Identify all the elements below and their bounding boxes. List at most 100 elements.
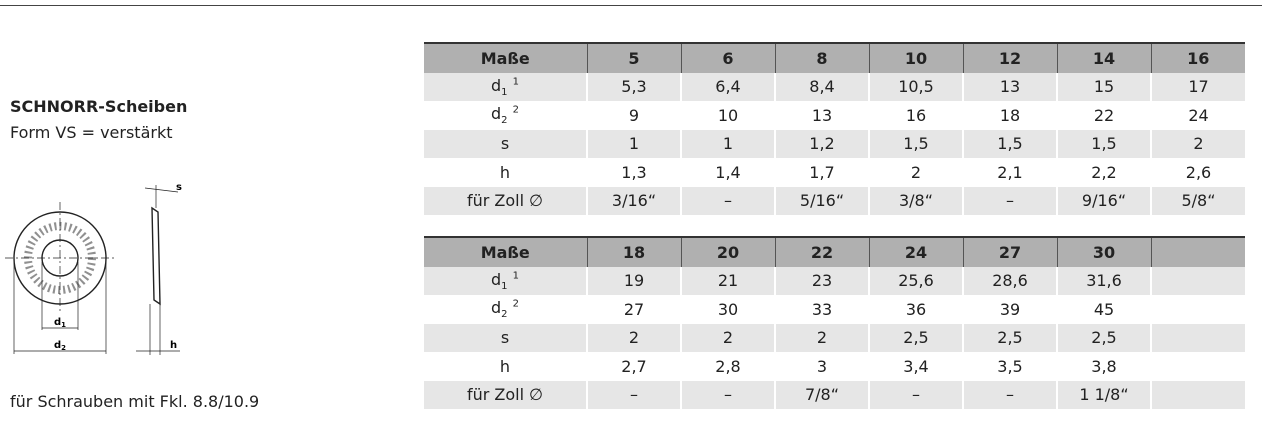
cell: 8,4 [774,72,869,101]
cell: 36 [868,295,963,324]
note: für Schrauben mit Fkl. 8.8/10.9 [10,392,260,411]
cell: 10,5 [868,72,963,101]
label-sup: 1 [512,270,519,282]
header-cell: 14 [1056,43,1151,73]
cell: 2,8 [680,352,775,381]
header-cell: 30 [1056,237,1151,267]
cell: 31,6 [1056,266,1151,295]
header-cell: 6 [680,43,775,73]
label-base: d [491,75,502,95]
cell: 6,4 [680,72,775,101]
row-label: d1 1 [424,72,587,101]
cell: 5/8“ [1150,186,1245,215]
cell: 33 [774,295,869,324]
cell: 3,4 [868,352,963,381]
header-cell: 12 [962,43,1057,73]
cell [1150,380,1245,409]
row-label: d1 1 [424,266,587,295]
cell: 2 [868,158,963,187]
header-cell: 10 [868,43,963,73]
cell: 17 [1150,72,1245,101]
cell: 5,3 [586,72,681,101]
cell: 23 [774,266,869,295]
cell: 3,8 [1056,352,1151,381]
cell: 2,5 [868,323,963,352]
data-row: d1 1 19 21 23 25,6 28,6 31,6 [424,266,1245,295]
data-row: h 2,7 2,8 3 3,4 3,5 3,8 [424,352,1245,381]
label-base: h [499,356,511,376]
cell: 3/8“ [868,186,963,215]
row-label: für Zoll ∅ [424,380,587,409]
cell: 1 1/8“ [1056,380,1151,409]
header-row: Maße 5 6 8 10 12 14 16 [424,43,1245,73]
label-base: s [500,134,510,154]
cell: 1,2 [774,129,869,158]
cell: 27 [586,295,681,324]
cell: 7/8“ [774,380,869,409]
cell: 1,5 [962,129,1057,158]
label-sup: 1 [512,76,519,88]
cell: 1,5 [868,129,963,158]
cell: 30 [680,295,775,324]
header-cell: 27 [962,237,1057,267]
cell: 2,6 [1150,158,1245,187]
cell: 1,3 [586,158,681,187]
row-label: s [424,323,587,352]
subtitle: Form VS = verstärkt [10,123,173,142]
cell: 2 [774,323,869,352]
cell: 25,6 [868,266,963,295]
label-sub: 2 [501,309,508,321]
header-row: Maße 18 20 22 24 27 30 [424,237,1245,267]
cell: 1 [586,129,681,158]
cell: 45 [1056,295,1151,324]
header-cell [1150,237,1245,267]
cell: 9/16“ [1056,186,1151,215]
cell [1150,352,1245,381]
header-cell: 8 [774,43,869,73]
cell: 28,6 [962,266,1057,295]
cell: 2 [1150,129,1245,158]
row-label: d2 2 [424,295,587,324]
cell: 2,1 [962,158,1057,187]
cell: 3 [774,352,869,381]
header-cell: 20 [680,237,775,267]
label-base: für Zoll ∅ [466,191,544,211]
cell [1150,323,1245,352]
cell: 18 [962,101,1057,130]
cell: 1,5 [1056,129,1151,158]
cell: – [962,380,1057,409]
cell: 2 [680,323,775,352]
cell [1150,295,1245,324]
header-cell: 16 [1150,43,1245,73]
label-sup: 2 [512,104,519,116]
cell: 1 [680,129,775,158]
label-sub: 1 [501,280,508,292]
cell: 21 [680,266,775,295]
data-row: d1 1 5,3 6,4 8,4 10,5 13 15 17 [424,72,1245,101]
label-base: d [491,298,502,318]
cell: 2,5 [962,323,1057,352]
label-sub: 1 [501,86,508,98]
cell: 1,4 [680,158,775,187]
label-base: d [491,104,502,124]
cell: 24 [1150,101,1245,130]
label-sup: 2 [512,298,519,310]
data-row: für Zoll ∅ – –7/8“ – –1 1/8“ [424,380,1245,409]
label-sub: 2 [501,115,508,127]
header-cell: Maße [424,237,587,267]
cell: 2,7 [586,352,681,381]
label-base: h [499,162,511,182]
cell [1150,266,1245,295]
cell: 9 [586,101,681,130]
cell: 2,2 [1056,158,1151,187]
header-cell: 24 [868,237,963,267]
cell: 19 [586,266,681,295]
title: SCHNORR-Scheiben [10,97,188,116]
cell: 3/16“ [586,186,681,215]
cell: 3,5 [962,352,1057,381]
label-h: h [170,340,177,351]
label-d1: d1 [54,317,66,329]
data-row: s 1 1 1,2 1,5 1,5 1,5 2 [424,129,1245,158]
header-cell: 18 [586,237,681,267]
data-row: für Zoll ∅ 3/16“ –5/16“ 3/8“ –9/16“ 5/8“ [424,186,1245,215]
